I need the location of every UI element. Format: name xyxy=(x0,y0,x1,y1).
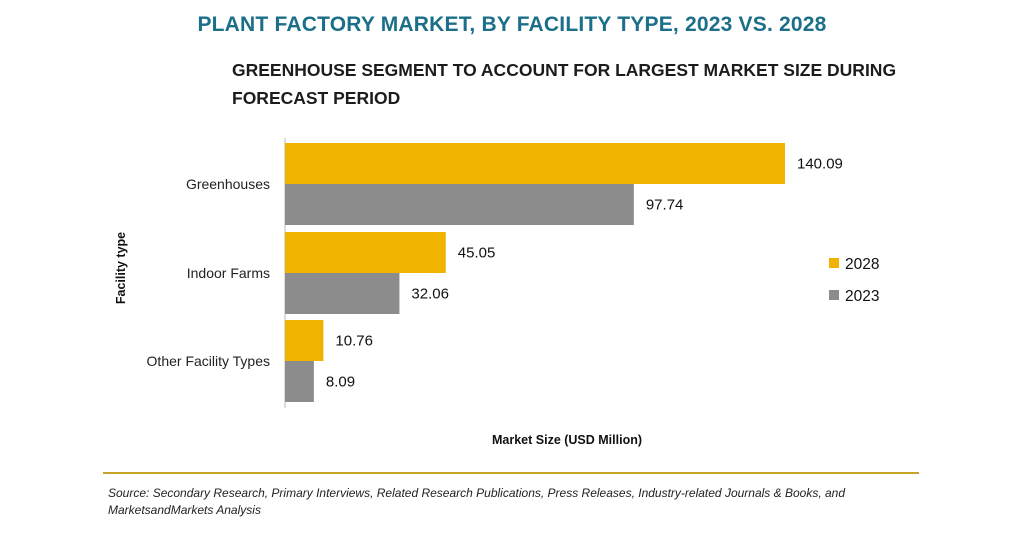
data-label: 97.74 xyxy=(646,197,684,214)
x-axis-title: Market Size (USD Million) xyxy=(492,433,642,447)
legend-label: 2028 xyxy=(845,256,879,273)
bar-2023-0 xyxy=(285,184,634,225)
category-label: Indoor Farms xyxy=(187,265,270,281)
source-note: Source: Secondary Research, Primary Inte… xyxy=(108,486,846,517)
legend-swatch-2028 xyxy=(829,258,839,268)
bar-2023-2 xyxy=(285,361,314,402)
legend-swatch-2023 xyxy=(829,290,839,300)
data-label: 140.09 xyxy=(797,156,843,173)
bar-2028-0 xyxy=(285,143,785,184)
bars-group: Greenhouses 140.09 97.74 Indoor Farms 45.05 3… xyxy=(147,143,843,402)
data-label: 45.05 xyxy=(458,245,496,262)
chart-subtitle: GREENHOUSE SEGMENT TO ACCOUNT FOR LARGES… xyxy=(232,60,897,108)
divider xyxy=(103,472,919,474)
category-label: Other Facility Types xyxy=(147,353,270,369)
data-label: 32.06 xyxy=(411,286,449,303)
bar-2028-2 xyxy=(285,320,324,361)
legend-label: 2023 xyxy=(845,288,879,305)
data-label: 10.76 xyxy=(335,333,373,350)
data-label: 8.09 xyxy=(326,374,355,391)
y-axis-title: Facility type xyxy=(114,232,128,304)
category-label: Greenhouses xyxy=(186,176,270,192)
bar-2023-1 xyxy=(285,273,400,314)
chart-title: PLANT FACTORY MARKET, BY FACILITY TYPE, … xyxy=(197,13,827,36)
legend: 2028 2023 xyxy=(829,256,879,305)
bar-2028-1 xyxy=(285,232,446,273)
bar-chart: Facility type Market Size (USD Million) … xyxy=(114,138,879,447)
